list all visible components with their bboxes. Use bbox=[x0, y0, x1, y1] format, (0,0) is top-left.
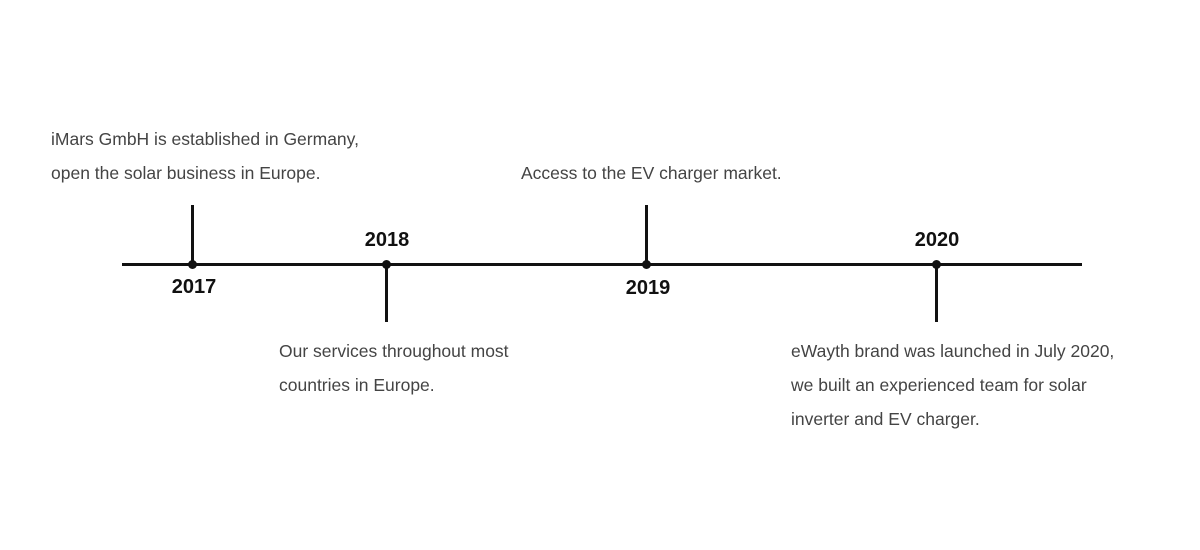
milestone-2019-description: Access to the EV charger market. bbox=[521, 156, 782, 190]
milestone-2018-description: Our services throughout most countries i… bbox=[279, 334, 509, 402]
milestone-2018-year: 2018 bbox=[364, 229, 410, 251]
milestone-2019-dot bbox=[642, 260, 651, 269]
milestone-2020-year: 2020 bbox=[914, 229, 960, 251]
timeline-axis bbox=[122, 263, 1082, 266]
milestone-2020-line-1: eWayth brand was launched in July 2020, bbox=[791, 341, 1115, 361]
milestone-2017-year: 2017 bbox=[171, 276, 217, 298]
milestone-2019-year: 2019 bbox=[625, 277, 671, 299]
milestone-2020-description: eWayth brand was launched in July 2020, … bbox=[791, 334, 1114, 436]
milestone-2017-dot bbox=[188, 260, 197, 269]
milestone-2017-line-1: iMars GmbH is established in Germany, bbox=[51, 129, 359, 149]
milestone-2018-connector bbox=[385, 264, 388, 322]
milestone-2017-description: iMars GmbH is established in Germany, op… bbox=[51, 122, 359, 190]
milestone-2020-line-3: inverter and EV charger. bbox=[791, 409, 980, 429]
milestone-2018-line-2: countries in Europe. bbox=[279, 375, 435, 395]
milestone-2020-dot bbox=[932, 260, 941, 269]
milestone-2019-line-1: Access to the EV charger market. bbox=[521, 163, 782, 183]
milestone-2017-line-2: open the solar business in Europe. bbox=[51, 163, 321, 183]
milestone-2018-line-1: Our services throughout most bbox=[279, 341, 509, 361]
milestone-2020-line-2: we built an experienced team for solar bbox=[791, 375, 1087, 395]
milestone-2020-connector bbox=[935, 264, 938, 322]
milestone-2017-connector bbox=[191, 205, 194, 265]
milestone-2018-dot bbox=[382, 260, 391, 269]
milestone-2019-connector bbox=[645, 205, 648, 265]
